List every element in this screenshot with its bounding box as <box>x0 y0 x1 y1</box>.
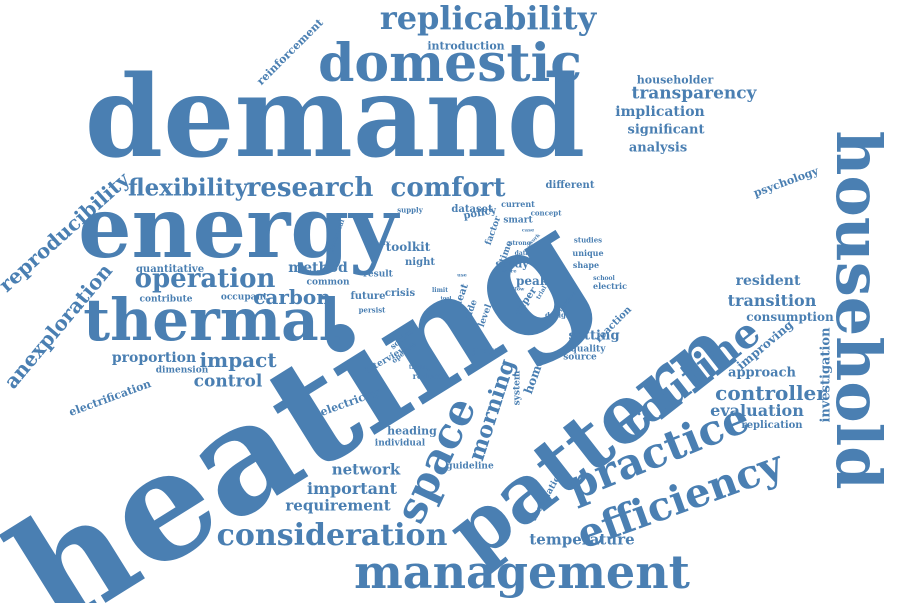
word: consideration <box>217 521 448 551</box>
word: guideline <box>446 463 493 472</box>
word: comfort <box>391 175 506 201</box>
word: significant <box>628 124 705 137</box>
word: group <box>471 348 501 357</box>
word: quantitative <box>136 265 204 275</box>
word: management <box>354 549 690 595</box>
word: limit <box>432 288 448 294</box>
word: tool <box>441 297 452 302</box>
word: replicability <box>380 2 596 34</box>
word: temperature <box>529 533 634 548</box>
word: smart <box>503 217 532 226</box>
word: investigation <box>820 327 833 422</box>
word: controller <box>715 383 827 403</box>
word: analysis <box>629 142 687 155</box>
word: householder <box>637 75 714 86</box>
word: transparency <box>631 86 756 103</box>
word: result <box>363 271 393 280</box>
word: studies <box>574 237 602 244</box>
word: theory <box>368 241 390 247</box>
word: reduce <box>413 372 444 380</box>
word: system <box>514 371 523 406</box>
word: data <box>515 251 530 257</box>
word: current <box>501 200 535 208</box>
word: crisis <box>385 289 415 299</box>
word: night <box>405 258 435 268</box>
word: approach <box>728 367 796 380</box>
word: impact <box>199 350 276 370</box>
word: concept <box>531 210 562 217</box>
word: score <box>501 270 516 275</box>
word: persist <box>359 307 386 314</box>
word: method <box>288 261 348 275</box>
word: replication <box>741 421 802 431</box>
word: transition <box>728 293 817 309</box>
word: research <box>247 175 374 201</box>
word: source <box>563 354 597 363</box>
word: control <box>194 374 263 391</box>
word: future <box>350 292 385 302</box>
word: electric <box>593 282 627 290</box>
word: supply <box>397 207 423 214</box>
word: flexibility <box>128 177 248 200</box>
word: different <box>546 181 595 191</box>
word: evaluation <box>710 403 804 419</box>
word: resident <box>736 274 801 288</box>
word: psychology <box>752 165 820 199</box>
word: requirement <box>285 499 390 514</box>
word: common <box>306 279 349 288</box>
word: electrification <box>68 378 153 418</box>
word: allow <box>510 288 525 293</box>
word: occupant <box>221 294 267 303</box>
word: proportion <box>112 351 196 365</box>
word: use <box>457 274 467 279</box>
word: implication <box>615 105 704 119</box>
word: household <box>827 130 889 489</box>
word: school <box>593 276 615 282</box>
word: case <box>522 229 534 234</box>
word: dimension <box>156 367 209 376</box>
word: design <box>545 312 571 319</box>
word: contribute <box>139 296 192 305</box>
word: network <box>332 463 401 478</box>
word: toolkit <box>386 241 431 253</box>
word: shape <box>573 261 599 269</box>
word: timing <box>409 365 431 371</box>
word: individual <box>375 440 425 449</box>
word: unique <box>572 249 603 257</box>
word: introduction <box>427 41 504 52</box>
word: heading <box>387 426 437 437</box>
word: important <box>307 481 397 497</box>
